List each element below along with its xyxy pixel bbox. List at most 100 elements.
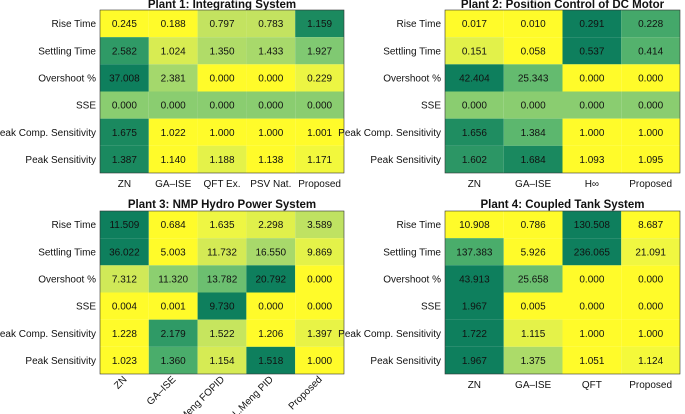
heatmap-cell <box>148 10 198 38</box>
heatmap-cell <box>246 145 296 173</box>
heatmap-cell <box>295 64 344 92</box>
row-label: Settling Time <box>383 46 441 57</box>
cell-value: 1.722 <box>462 329 487 340</box>
heatmap-cell <box>246 118 296 146</box>
cell-value: 1.188 <box>209 155 234 166</box>
row-label: Overshoot % <box>383 274 441 285</box>
cell-value: 11.732 <box>207 247 237 258</box>
cell-value: 9.869 <box>307 247 332 258</box>
heatmap-cell <box>621 346 680 374</box>
cell-value: 13.782 <box>207 274 238 285</box>
heatmap-cell <box>621 145 680 173</box>
cell-value: 1.602 <box>462 155 487 166</box>
cell-value: 2.179 <box>161 329 186 340</box>
heatmap-cell <box>445 265 504 293</box>
heatmap-cell <box>621 10 680 38</box>
cell-value: 21.091 <box>635 247 666 258</box>
row-label: Rise Time <box>52 19 97 30</box>
cell-value: 0.000 <box>112 101 137 112</box>
cell-value: 0.000 <box>462 101 487 112</box>
column-label: Proposed <box>629 179 672 190</box>
row-label: Peak Sensitivity <box>370 356 441 367</box>
heatmap-cell <box>445 118 504 146</box>
heatmap-cell <box>100 10 149 38</box>
heatmap-cell <box>197 145 247 173</box>
column-label: QFT <box>582 380 602 391</box>
heatmap-cell <box>197 64 247 92</box>
cell-value: 25.658 <box>518 274 549 285</box>
heatmap-cell <box>445 346 504 374</box>
heatmap-cell <box>621 37 680 65</box>
column-label: Proposed <box>298 179 341 190</box>
row-label: Peak Comp. Sensitivity <box>338 329 441 340</box>
heatmap-cell <box>246 37 296 65</box>
cell-value: 0.000 <box>307 101 332 112</box>
heatmap-cell <box>246 211 296 239</box>
heatmap-cell <box>621 91 680 119</box>
cell-value: 0.000 <box>209 73 234 84</box>
heatmap-cell <box>562 10 622 38</box>
cell-value: 0.783 <box>258 19 283 30</box>
heatmap-cell <box>503 145 563 173</box>
cell-value: 0.017 <box>462 19 487 30</box>
heatmap-cell <box>148 64 198 92</box>
heatmap-cell <box>503 37 563 65</box>
cell-value: 36.022 <box>109 247 140 258</box>
heatmap-cell <box>445 37 504 65</box>
heatmap-cell <box>445 64 504 92</box>
cell-value: 0.414 <box>638 46 663 57</box>
cell-value: 1.171 <box>307 155 332 166</box>
heatmap-cell <box>562 319 622 347</box>
heatmap-cell <box>562 118 622 146</box>
cell-value: 0.005 <box>521 302 546 313</box>
heatmap-cell <box>295 238 344 266</box>
heatmap-cell <box>445 145 504 173</box>
column-label: GA–ISE <box>515 179 551 190</box>
heatmap-cell <box>562 91 622 119</box>
cell-value: 0.000 <box>258 73 283 84</box>
cell-value: 1.159 <box>307 19 332 30</box>
cell-value: 1.360 <box>161 356 186 367</box>
cell-value: 0.000 <box>258 302 283 313</box>
cell-value: 0.188 <box>161 19 186 30</box>
heatmap-cell <box>148 37 198 65</box>
heatmap-cell <box>100 211 149 239</box>
heatmap-cell <box>503 64 563 92</box>
cell-value: 25.343 <box>518 73 549 84</box>
cell-value: 137.383 <box>456 247 493 258</box>
heatmap-cell <box>100 265 149 293</box>
heatmap-cell <box>148 346 198 374</box>
heatmap-cell <box>100 319 149 347</box>
heatmap-cell <box>197 37 247 65</box>
cell-value: 1.000 <box>307 356 332 367</box>
cell-value: 0.000 <box>521 101 546 112</box>
heatmap-cell <box>246 265 296 293</box>
cell-value: 1.656 <box>462 128 487 139</box>
cell-value: 1.375 <box>521 356 546 367</box>
cell-value: 5.003 <box>161 247 186 258</box>
cell-value: 1.115 <box>521 329 546 340</box>
heatmap-cell <box>197 319 247 347</box>
column-label: ZN <box>112 374 129 391</box>
heatmap-cell <box>295 346 344 374</box>
cell-value: 0.000 <box>307 302 332 313</box>
cell-value: 0.245 <box>112 19 137 30</box>
row-label: SSE <box>76 302 96 313</box>
heatmap-cell <box>246 91 296 119</box>
column-label: GA–ISE <box>155 179 191 190</box>
heatmap-panel-1: Plant 1: Integrating System 0.245 0.188 0.7… <box>0 0 345 190</box>
cell-value: 1.967 <box>462 302 487 313</box>
cell-value: 1.518 <box>258 356 283 367</box>
heatmap-cell <box>445 238 504 266</box>
heatmap-cell <box>562 238 622 266</box>
cell-value: 0.000 <box>258 101 283 112</box>
cell-value: 1.635 <box>209 220 234 231</box>
heatmap-cell <box>295 265 344 293</box>
heatmap-cell <box>503 211 563 239</box>
heatmap-cell <box>100 118 149 146</box>
cell-value: 1.350 <box>209 46 234 57</box>
cell-value: 37.008 <box>109 73 140 84</box>
row-label: Rise Time <box>397 19 442 30</box>
heatmap-cell <box>246 10 296 38</box>
